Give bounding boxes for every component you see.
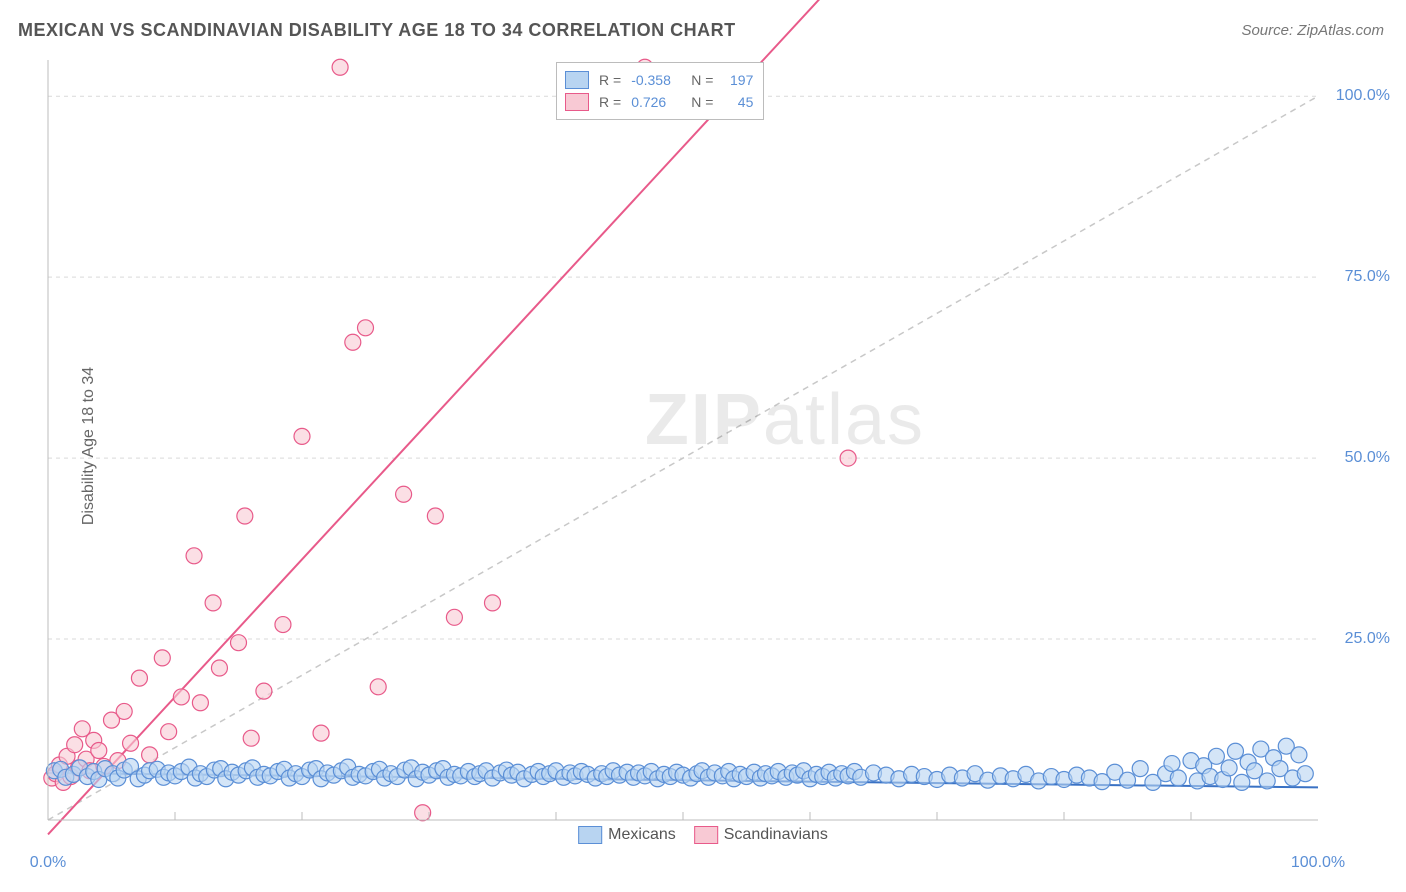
r-label: R =	[599, 94, 621, 110]
scandinavians-point	[154, 650, 170, 666]
scandinavians-point	[142, 747, 158, 763]
correlation-legend: R = -0.358 N = 197 R = 0.726 N = 45	[556, 62, 764, 120]
correlation-row-mexicans: R = -0.358 N = 197	[565, 69, 753, 91]
scandinavians-legend-swatch	[694, 826, 718, 844]
scandinavians-point	[396, 486, 412, 502]
legend-item-scandinavians: Scandinavians	[694, 826, 828, 844]
mexicans-points	[46, 738, 1313, 790]
scandinavians-trend-line	[48, 0, 1318, 834]
r-label: R =	[599, 72, 621, 88]
scandinavians-point	[131, 670, 147, 686]
mexicans-point	[1132, 761, 1148, 777]
scandinavians-point	[91, 743, 107, 759]
scandinavians-point	[192, 695, 208, 711]
mexicans-point	[1297, 766, 1313, 782]
mexicans-point	[1120, 772, 1136, 788]
scandinavians-point	[161, 724, 177, 740]
mexicans-point	[1221, 760, 1237, 776]
plot-svg	[48, 60, 1318, 820]
diagonal-reference-line	[48, 96, 1318, 820]
legend-item-mexicans: Mexicans	[578, 826, 676, 844]
scandinavians-point	[485, 595, 501, 611]
r-value: 0.726	[631, 94, 681, 110]
mexicans-point	[1259, 773, 1275, 789]
n-value: 197	[723, 72, 753, 88]
chart-title: MEXICAN VS SCANDINAVIAN DISABILITY AGE 1…	[18, 20, 736, 41]
scandinavians-point	[211, 660, 227, 676]
scandinavians-point	[186, 548, 202, 564]
source-credit: Source: ZipAtlas.com	[1241, 22, 1384, 39]
y-tick-label: 100.0%	[1336, 87, 1390, 105]
scandinavians-point	[237, 508, 253, 524]
scandinavians-point	[427, 508, 443, 524]
mexicans-point	[1208, 748, 1224, 764]
mexicans-point	[1291, 747, 1307, 763]
scandinavians-legend-label: Scandinavians	[724, 826, 828, 844]
scandinavians-point	[446, 609, 462, 625]
scandinavians-point	[173, 689, 189, 705]
scandinavians-point	[275, 617, 291, 633]
n-label: N =	[691, 72, 713, 88]
n-label: N =	[691, 94, 713, 110]
scandinavians-point	[345, 334, 361, 350]
n-value: 45	[723, 94, 753, 110]
plot-area: 25.0%50.0%75.0%100.0% 0.0%100.0% R =-0.3…	[48, 60, 1318, 820]
mexicans-point	[1164, 756, 1180, 772]
scandinavians-point	[332, 59, 348, 75]
scandinavians-point	[243, 730, 259, 746]
y-tick-label: 50.0%	[1345, 449, 1390, 467]
x-tick-label: 100.0%	[1291, 854, 1345, 872]
mexicans-point	[1170, 770, 1186, 786]
scandinavians-point	[313, 725, 329, 741]
mexicans-legend-swatch	[578, 826, 602, 844]
scandinavians-point	[358, 320, 374, 336]
scandinavians-point	[840, 450, 856, 466]
scandinavians-point	[123, 735, 139, 751]
y-tick-label: 75.0%	[1345, 268, 1390, 286]
x-tick-label: 0.0%	[30, 854, 66, 872]
scandinavians-point	[370, 679, 386, 695]
scandinavians-point	[67, 737, 83, 753]
series-legend: Mexicans Scandinavians	[578, 826, 828, 844]
mexicans-point	[1227, 743, 1243, 759]
r-value: -0.358	[631, 72, 681, 88]
y-tick-label: 25.0%	[1345, 630, 1390, 648]
correlation-row-scandinavians: R = 0.726 N = 45	[565, 91, 753, 113]
scandinavians-point	[231, 635, 247, 651]
scandinavians-point	[116, 703, 132, 719]
scandinavians-swatch	[565, 93, 589, 111]
mexicans-legend-label: Mexicans	[608, 826, 676, 844]
scandinavians-point	[205, 595, 221, 611]
scandinavians-point	[256, 683, 272, 699]
scandinavians-point	[415, 805, 431, 821]
mexicans-point	[1234, 774, 1250, 790]
mexicans-swatch	[565, 71, 589, 89]
scandinavians-point	[294, 428, 310, 444]
